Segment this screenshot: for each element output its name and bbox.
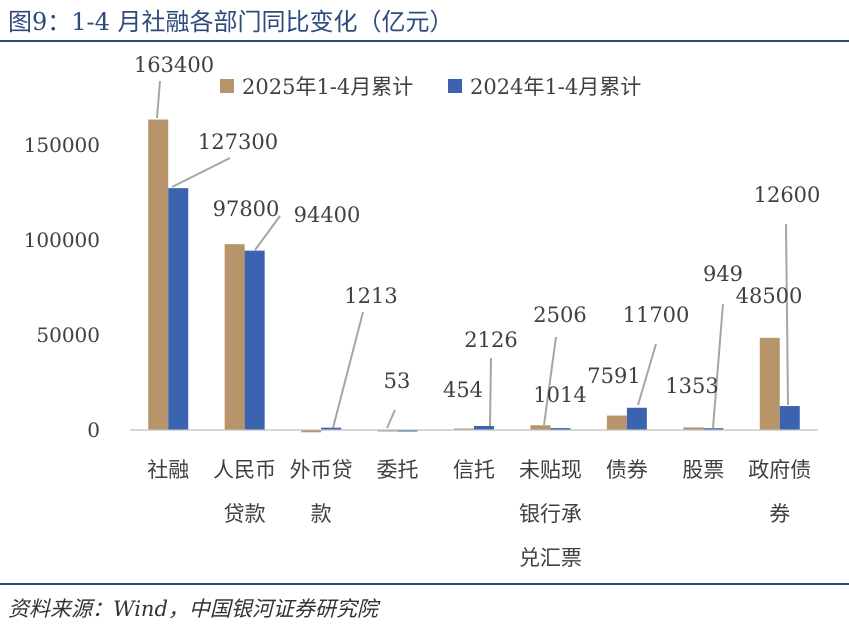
- category-label: 银行承: [519, 502, 582, 526]
- leader-line: [156, 80, 161, 119]
- bar-2024: [474, 425, 494, 430]
- bar-2024: [703, 428, 724, 430]
- bar-2025: [606, 415, 627, 430]
- data-label: 53: [384, 369, 411, 393]
- data-label: 1353: [665, 374, 718, 398]
- source-note: 资料来源：Wind，中国银河证券研究院: [8, 597, 378, 621]
- category-label: 政府债: [748, 458, 811, 482]
- data-label: 7591: [587, 364, 640, 388]
- data-label: 163400: [134, 53, 214, 77]
- leader-line: [171, 157, 231, 188]
- bar-2025: [301, 430, 322, 433]
- title-rule: [0, 40, 849, 42]
- bar-2025: [148, 119, 169, 430]
- data-label: 2126: [464, 328, 517, 352]
- y-tick-label: 50000: [36, 323, 100, 347]
- bar-2024: [779, 406, 800, 430]
- category-label: 股票: [682, 458, 724, 482]
- bar-2025: [454, 428, 474, 430]
- data-label: 127300: [198, 130, 278, 154]
- category-label: 未贴现: [519, 458, 582, 482]
- bar-2024: [321, 427, 342, 430]
- bar-2025: [759, 337, 780, 430]
- legend-swatch: [448, 79, 462, 93]
- category-label: 社融: [147, 458, 189, 482]
- data-label: 48500: [736, 284, 803, 308]
- leader-line: [543, 336, 557, 426]
- category-label: 信托: [453, 458, 495, 482]
- leader-line: [489, 357, 492, 427]
- data-label: 1213: [344, 284, 397, 308]
- chart-title: 图9：1-4 月社融各部门同比变化（亿元）: [8, 8, 454, 36]
- bar-2025: [683, 427, 704, 430]
- legend-label: 2024年1-4月累计: [470, 75, 641, 99]
- bar-2024: [550, 428, 571, 430]
- bar-chart: 0 50000 100000 150000 163400 127300 97800 94400…: [24, 53, 821, 570]
- leader-line: [386, 409, 396, 429]
- category-label: 委托: [377, 458, 419, 482]
- y-tick-label: 100000: [24, 228, 100, 252]
- data-label: 97800: [213, 197, 280, 221]
- data-label: 2506: [533, 303, 586, 327]
- bar-2024: [244, 250, 265, 430]
- bar-2024: [626, 407, 647, 430]
- legend-swatch: [220, 79, 234, 93]
- y-tick-label: 150000: [24, 133, 100, 157]
- data-label: 11700: [623, 303, 690, 327]
- data-label: 1014: [533, 383, 586, 407]
- leader-line: [637, 343, 657, 406]
- category-label: 券: [769, 502, 790, 526]
- leader-line: [712, 303, 724, 429]
- bar-2024: [397, 430, 418, 432]
- data-label: 454: [443, 378, 483, 402]
- bar-2025: [224, 244, 245, 430]
- category-label: 人民币: [213, 458, 276, 482]
- data-label: 949: [703, 262, 743, 286]
- category-label: 贷款: [224, 502, 266, 526]
- leader-line: [254, 215, 281, 251]
- data-label: 12600: [754, 183, 821, 207]
- data-label: 94400: [294, 203, 361, 227]
- bar-2024: [168, 188, 189, 430]
- legend-label: 2025年1-4月累计: [242, 75, 413, 99]
- category-label: 兑汇票: [519, 546, 582, 570]
- y-tick-label: 0: [87, 418, 100, 442]
- category-label: 款: [311, 502, 332, 526]
- source-rule: [0, 583, 849, 585]
- category-label: 外币贷: [290, 458, 353, 482]
- bar-2025: [530, 425, 551, 430]
- leader-line: [785, 223, 789, 406]
- category-label: 债券: [606, 458, 648, 482]
- bar-2025: [377, 430, 398, 432]
- leader-line: [332, 311, 364, 429]
